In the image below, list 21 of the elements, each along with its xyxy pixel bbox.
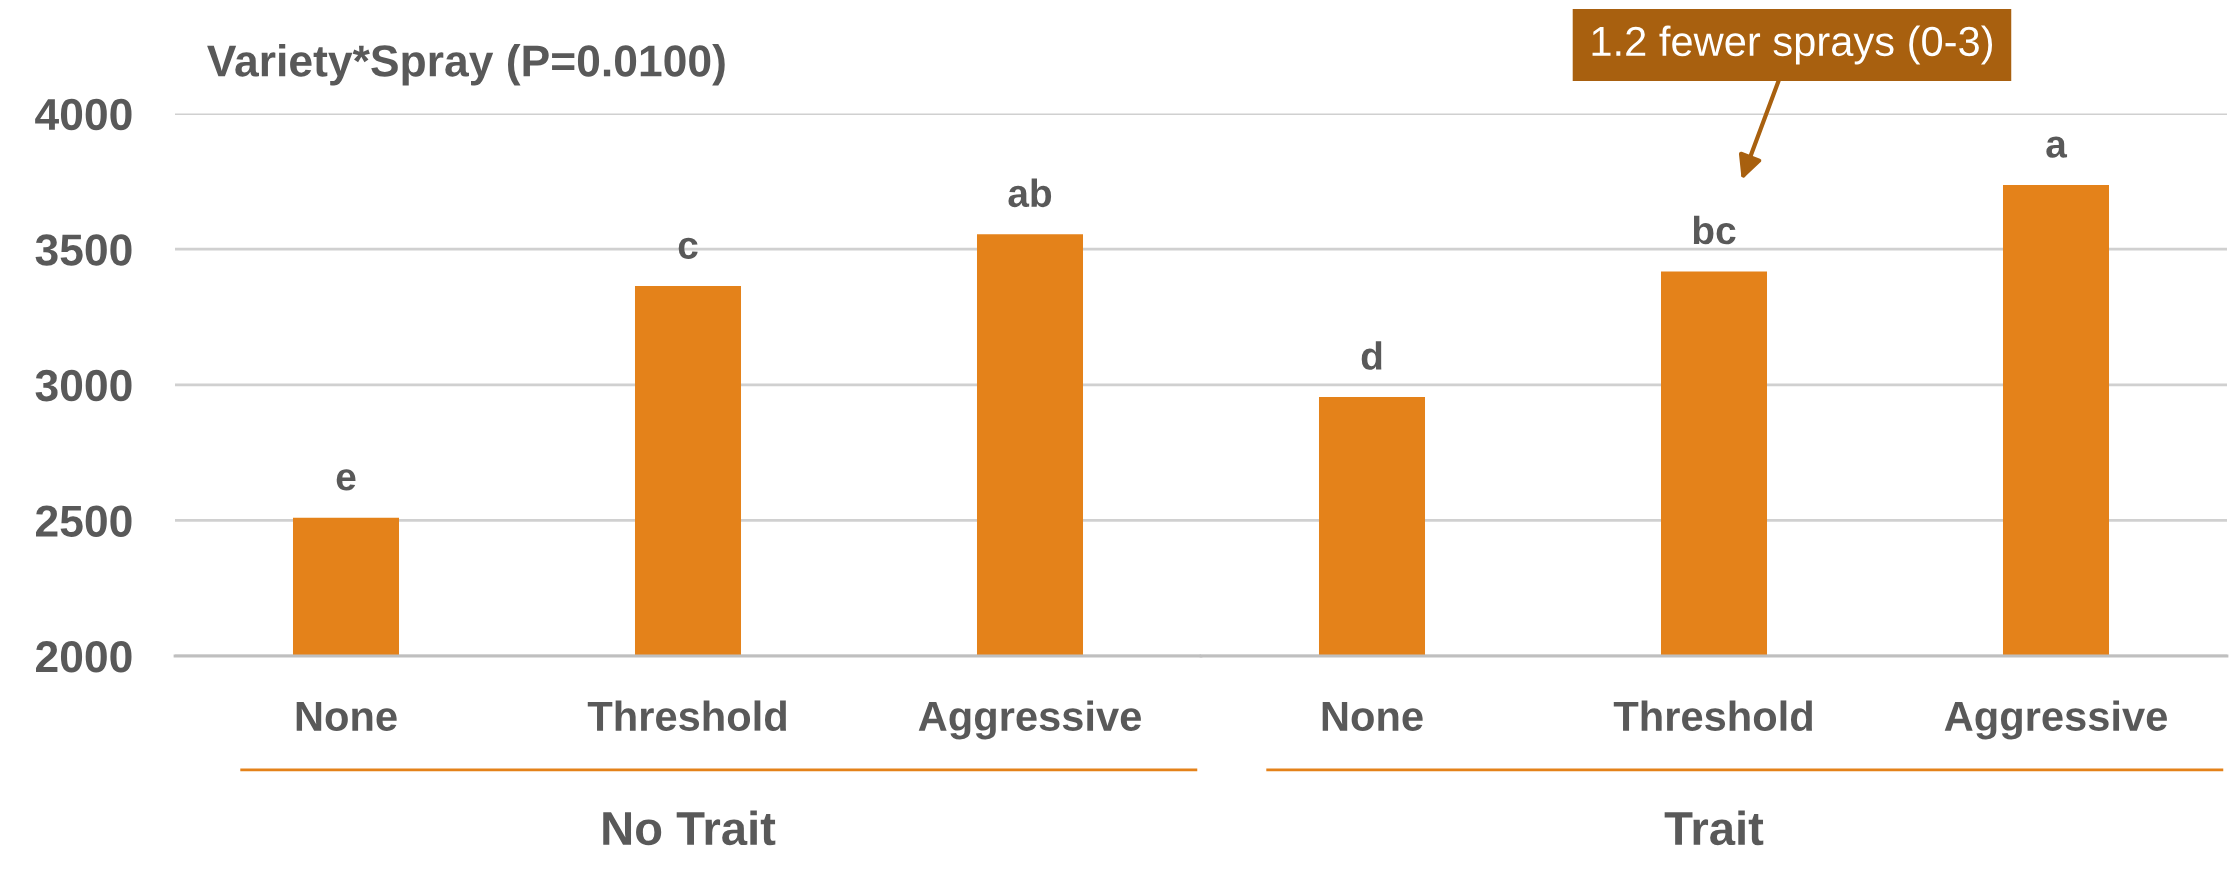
x-tick-label: None: [1322, 701, 1423, 732]
y-tick-label: 2000: [36, 641, 132, 673]
y-tick-label: 4000: [35, 98, 132, 131]
data-label: d: [1361, 341, 1382, 370]
x-tick-label: Aggressive: [1944, 700, 2167, 740]
data-label: e: [336, 469, 356, 491]
y-tick-label: 3500: [35, 234, 132, 266]
data-label: bc: [1693, 215, 1736, 245]
data-label: a: [2046, 136, 2068, 158]
x-tick-label: Aggressive: [918, 700, 1141, 740]
x-tick-label: None: [296, 701, 397, 732]
x-axis-title: Trait: [1664, 810, 1764, 846]
chart-title: Variety*Spray (P=0.0100): [207, 44, 725, 86]
data-label: c: [678, 237, 698, 259]
x-axis-title: No Trait: [603, 810, 776, 846]
data-label: ab: [1008, 178, 1052, 208]
x-tick-label: Threshold: [587, 700, 786, 732]
x-tick-label: Threshold: [1613, 700, 1812, 732]
y-tick-label: 2500: [36, 505, 132, 537]
y-tick-label: 3000: [35, 369, 132, 402]
text: 1.2 fewer sprays (0-3): [1592, 25, 1993, 65]
